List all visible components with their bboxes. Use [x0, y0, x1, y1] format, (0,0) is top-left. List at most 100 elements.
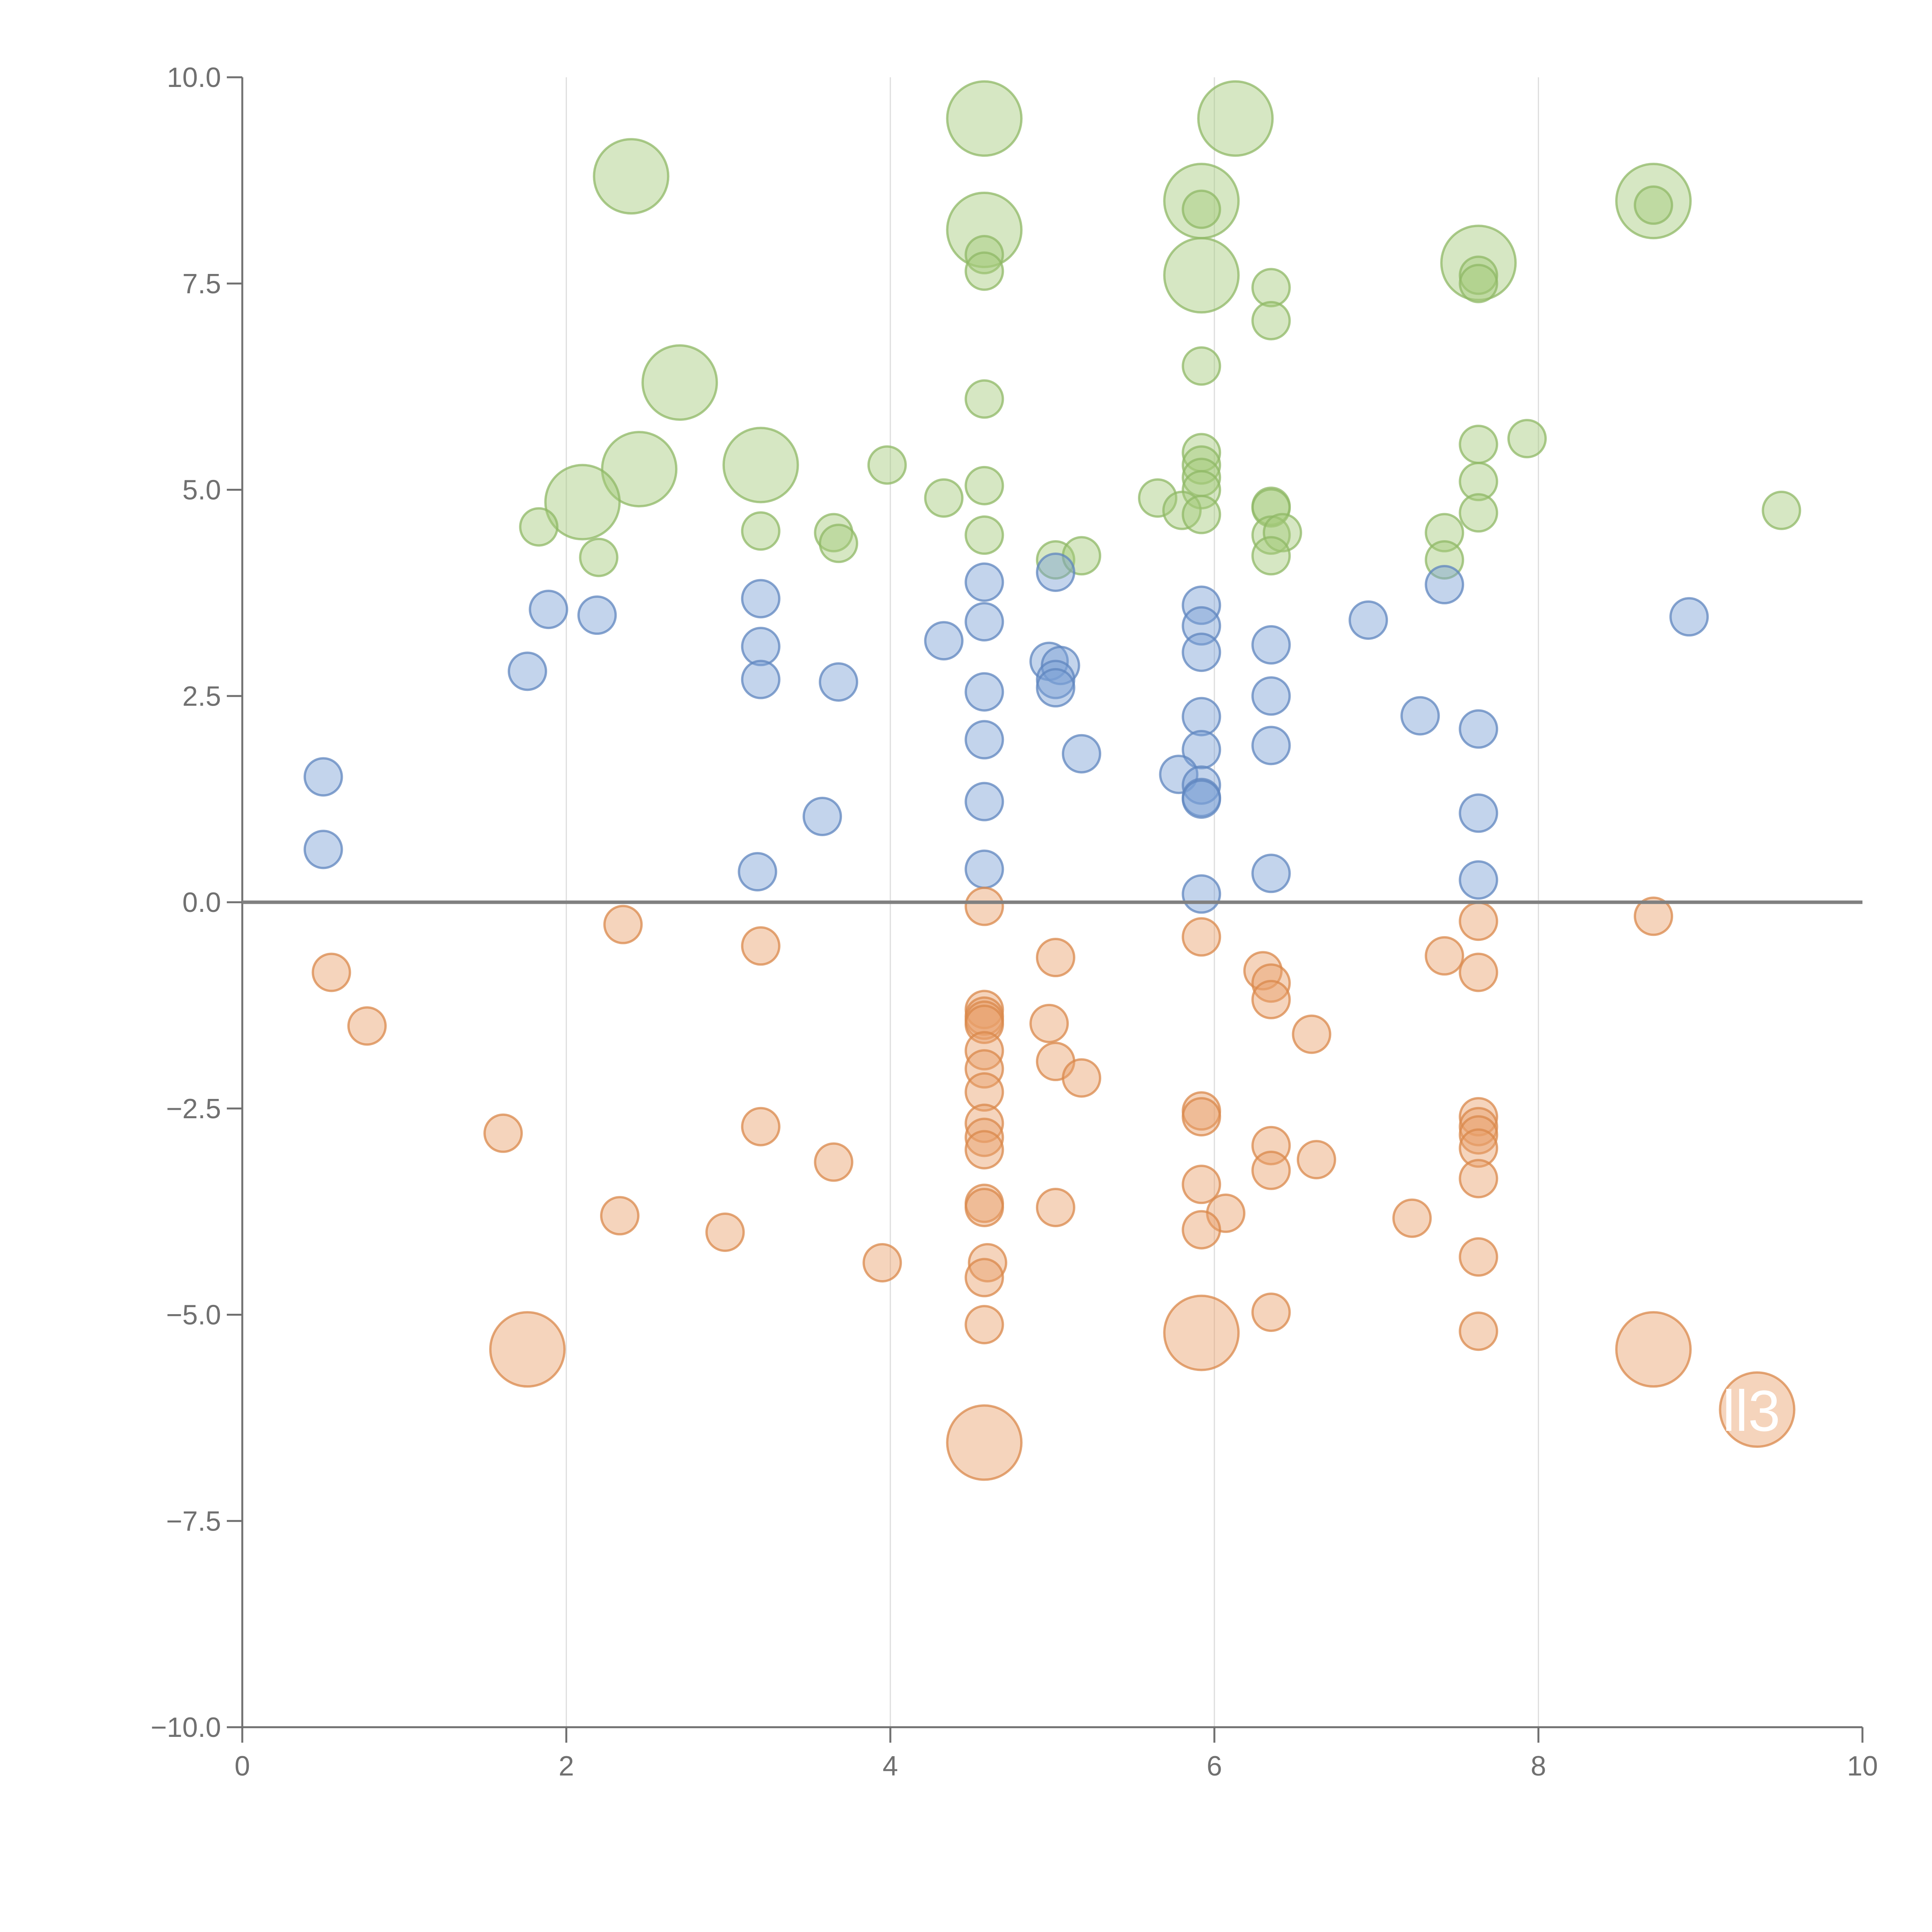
blue-bubble	[1182, 730, 1221, 770]
blue-bubble	[1251, 625, 1291, 665]
blue-bubble	[738, 852, 777, 892]
x-tick-label: 0	[235, 1751, 250, 1782]
green-bubble	[741, 511, 781, 551]
green-bubble	[1163, 237, 1240, 314]
green-bubble	[964, 466, 1004, 505]
bubble-layer	[303, 80, 1801, 1481]
green-bubble	[814, 513, 854, 553]
green-bubble	[946, 80, 1023, 157]
green-bubble	[579, 537, 619, 577]
y-tick-label: 0.0	[182, 887, 221, 918]
blue-bubble	[1036, 660, 1075, 699]
blue-bubble	[803, 796, 842, 836]
blue-bubble	[1425, 565, 1464, 605]
blue-bubble	[1669, 597, 1709, 637]
orange-bubble	[964, 1305, 1004, 1345]
green-bubble	[1182, 346, 1221, 386]
green-bubble	[1251, 268, 1291, 308]
orange-bubble	[1296, 1140, 1336, 1180]
orange-bubble	[600, 1196, 639, 1236]
blue-bubble	[964, 672, 1004, 712]
green-bubble	[964, 235, 1004, 275]
orange-bubble	[1061, 1058, 1101, 1098]
green-bubble	[1138, 478, 1178, 518]
blue-bubble	[1251, 676, 1291, 716]
y-tick-label: −5.0	[166, 1300, 221, 1331]
orange-bubble	[964, 1187, 1004, 1227]
x-tick-label: 4	[883, 1751, 898, 1782]
green-bubble	[1459, 493, 1498, 533]
blue-bubble	[1459, 860, 1498, 900]
orange-bubble	[1392, 1198, 1432, 1238]
blue-bubble	[1182, 874, 1221, 914]
orange-bubble	[964, 1049, 1004, 1089]
orange-bubble	[1036, 938, 1075, 978]
blue-bubble	[1182, 633, 1221, 672]
blue-bubble	[1182, 765, 1221, 805]
green-bubble	[1615, 163, 1692, 240]
green-bubble	[1036, 540, 1075, 580]
orange-bubble	[814, 1142, 854, 1182]
y-tick-label: −7.5	[166, 1506, 221, 1537]
green-bubble	[1251, 488, 1291, 528]
blue-bubble	[964, 782, 1004, 821]
annotation-label: ll3	[1722, 1378, 1780, 1443]
green-bubble	[1425, 513, 1464, 553]
green-bubble	[1459, 264, 1498, 303]
blue-bubble	[303, 830, 343, 869]
green-bubble	[593, 138, 670, 215]
orange-bubble	[862, 1243, 902, 1282]
orange-bubble	[1459, 1107, 1498, 1146]
blue-bubble	[1459, 793, 1498, 833]
annotation-layer: ll3	[1722, 1378, 1780, 1443]
orange-bubble	[1251, 1150, 1291, 1190]
orange-bubble	[1459, 1311, 1498, 1351]
green-bubble	[1459, 462, 1498, 502]
y-tick-label: 5.0	[182, 475, 221, 506]
green-bubble	[924, 478, 964, 518]
blue-bubble	[1182, 697, 1221, 736]
blue-bubble	[507, 651, 547, 691]
blue-bubble	[964, 562, 1004, 602]
blue-bubble	[964, 849, 1004, 889]
x-tick-label: 6	[1207, 1751, 1222, 1782]
blue-bubble	[924, 621, 964, 661]
green-bubble	[1507, 419, 1547, 459]
green-bubble	[867, 445, 907, 485]
orange-bubble	[489, 1311, 566, 1388]
blue-bubble	[529, 590, 568, 629]
green-bubble	[601, 431, 678, 508]
orange-bubble	[1182, 1165, 1221, 1204]
orange-bubble	[1459, 1128, 1498, 1168]
orange-bubble	[1036, 1187, 1075, 1227]
orange-bubble	[1292, 1014, 1332, 1054]
x-tick-label: 10	[1847, 1751, 1878, 1782]
orange-bubble	[1459, 1159, 1498, 1199]
green-bubble	[722, 427, 799, 503]
blue-bubble	[741, 579, 781, 619]
orange-bubble	[1459, 901, 1498, 941]
green-bubble	[1251, 301, 1291, 340]
orange-bubble	[483, 1113, 523, 1153]
blue-bubble	[577, 595, 617, 635]
orange-bubble	[964, 1130, 1004, 1170]
orange-bubble	[705, 1213, 745, 1252]
orange-bubble	[311, 952, 351, 992]
green-bubble	[964, 379, 1004, 419]
y-tick-label: −2.5	[166, 1094, 221, 1124]
orange-bubble	[1251, 963, 1291, 1003]
green-bubble	[1162, 490, 1202, 530]
green-bubble	[1182, 495, 1221, 534]
green-bubble	[1762, 490, 1801, 530]
y-tick-label: 7.5	[182, 269, 221, 299]
x-tick-label: 2	[559, 1751, 574, 1782]
blue-bubble	[1349, 600, 1388, 640]
orange-bubble	[964, 1072, 1004, 1112]
y-tick-label: −10.0	[151, 1712, 221, 1743]
blue-bubble	[819, 662, 859, 702]
blue-bubble	[741, 660, 781, 699]
blue-bubble	[1251, 726, 1291, 765]
green-bubble	[1459, 425, 1498, 464]
green-bubble	[1197, 80, 1274, 157]
